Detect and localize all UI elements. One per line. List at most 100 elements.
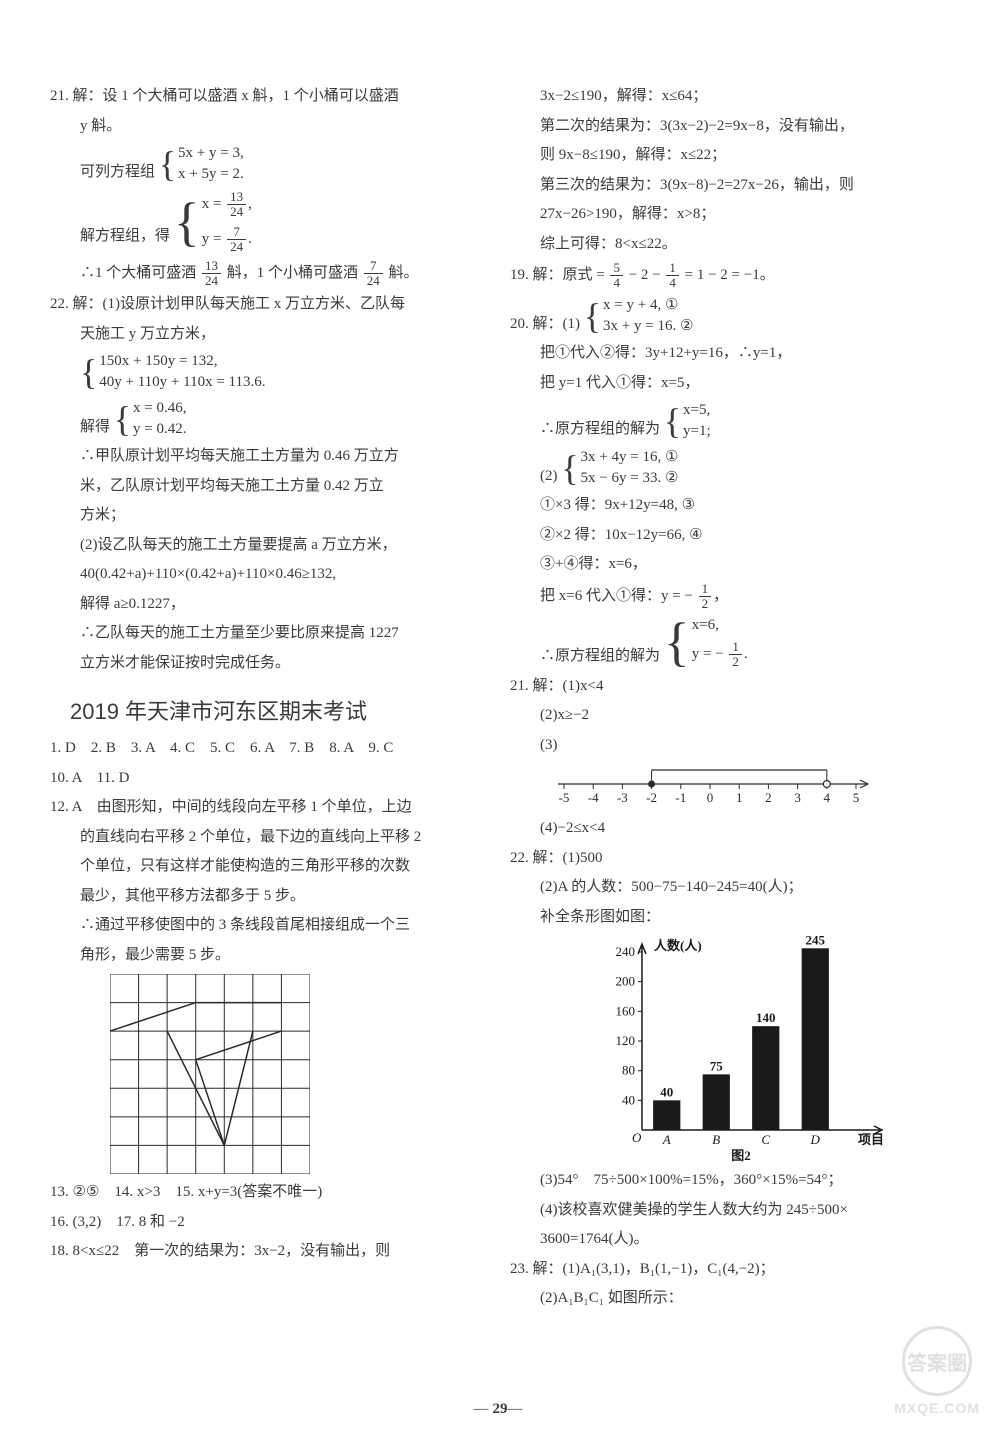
svg-text:160: 160 xyxy=(616,1004,636,1019)
text-line: 天施工 y 万立方米， xyxy=(50,322,490,348)
text-line: 综上可得：8<x≤22。 xyxy=(510,232,950,258)
text-line: 立方米才能保证按时完成任务。 xyxy=(50,651,490,677)
equation-line: ∴原方程组的解为 { x=5, y=1; xyxy=(510,400,950,443)
brace-icon: { xyxy=(80,363,97,381)
two-column-layout: 21. 解：设 1 个大桶可以盛酒 x 斛，1 个小桶可以盛酒 y 斛。 可列方… xyxy=(50,80,950,1316)
text-line: 3x−2≤190，解得：x≤64； xyxy=(510,84,950,110)
svg-text:-5: -5 xyxy=(559,790,570,805)
svg-text:140: 140 xyxy=(756,1010,776,1025)
svg-text:240: 240 xyxy=(616,944,636,959)
brace-icon: { xyxy=(584,307,601,325)
eq: x=6, xyxy=(692,615,748,636)
svg-text:40: 40 xyxy=(622,1093,635,1108)
text-line: ∴甲队原计划平均每天施工土方量为 0.46 万立方 xyxy=(50,444,490,470)
bar-chart-figure: 4080120160200240O40A75B140C245D人数(人)项目图2 xyxy=(600,934,950,1164)
number-line-figure: -5-4-3-2-1012345 xyxy=(550,762,950,812)
brace-icon: { xyxy=(664,629,690,656)
text-line: 21. 解：(1)x<4 xyxy=(510,674,950,700)
watermark-url: MXQE.COM xyxy=(894,1400,980,1416)
svg-text:O: O xyxy=(632,1130,642,1145)
equation-line: { 150x + 150y = 132, 40y + 110y + 110x =… xyxy=(50,351,490,394)
eq: x=5, xyxy=(683,400,711,421)
svg-text:75: 75 xyxy=(710,1059,724,1074)
svg-text:D: D xyxy=(810,1132,821,1147)
eq: x + 5y = 2. xyxy=(178,164,244,185)
eq: y=1; xyxy=(683,421,711,442)
svg-text:1: 1 xyxy=(736,790,743,805)
text-line: ②×2 得：10x−12y=66, ④ xyxy=(510,523,950,549)
equation-line: 19. 解：原式 = 54 − 2 − 14 = 1 − 2 = −1。 xyxy=(510,261,950,291)
svg-text:C: C xyxy=(761,1132,770,1147)
eq: x = y + 4, ① xyxy=(603,295,693,316)
text-line: (2)A 的人数：500−75−140−245=40(人)； xyxy=(510,875,950,901)
text-line: 27x−26>190，解得：x>8； xyxy=(510,202,950,228)
text-line: (4)−2≤x<4 xyxy=(510,816,950,842)
right-column: 3x−2≤190，解得：x≤64； 第二次的结果为：3(3x−2)−2=9x−8… xyxy=(510,80,950,1316)
text-line: 米，乙队原计划平均每天施工土方量 0.42 万立 xyxy=(50,474,490,500)
eq: y = 0.42. xyxy=(133,419,186,440)
text-line: 第三次的结果为：3(9x−8)−2=27x−26，输出，则 xyxy=(510,173,950,199)
svg-text:5: 5 xyxy=(853,790,860,805)
svg-text:2: 2 xyxy=(765,790,772,805)
text-line: ①×3 得：9x+12y=48, ③ xyxy=(510,493,950,519)
text-line: ∴乙队每天的施工土方量至少要比原来提高 1227 xyxy=(50,621,490,647)
text-line: (2)A₁B₁C₁ 如图所示： xyxy=(510,1286,950,1312)
brace-icon: { xyxy=(664,412,681,430)
page-number: —29— xyxy=(0,1401,1000,1418)
svg-text:人数(人): 人数(人) xyxy=(654,938,702,953)
section-title: 2019 年天津市河东区期末考试 xyxy=(70,694,490,726)
eq: 3x + y = 16. ② xyxy=(603,316,693,337)
text: 解方程组，得 xyxy=(80,228,170,244)
text-line: 的直线向右平移 2 个单位，最下边的直线向上平移 2 xyxy=(50,825,490,851)
eq: 3x + 4y = 16, ① xyxy=(581,447,679,468)
eq: 5x + y = 3, xyxy=(178,143,244,164)
text-line: ∴通过平移使图中的 3 条线段首尾相接组成一个三 xyxy=(50,913,490,939)
text-line: 22. 解：(1)设原计划甲队每天施工 x 万立方米、乙队每 xyxy=(50,292,490,318)
text-line: (4)该校喜欢健美操的学生人数大约为 245÷500× xyxy=(510,1198,950,1224)
eq: y = 724. xyxy=(202,225,252,255)
text-line: ∴1 个大桶可盛酒 1324 斛，1 个小桶可盛酒 724 斛。 xyxy=(50,259,490,289)
eq: y = − 12. xyxy=(692,640,748,670)
text-line: (2)x≥−2 xyxy=(510,703,950,729)
text-line: 把①代入②得：3y+12+y=16，∴y=1， xyxy=(510,341,950,367)
eq: 150x + 150y = 132, xyxy=(99,351,265,372)
equation-line: 可列方程组 { 5x + y = 3, x + 5y = 2. xyxy=(50,143,490,186)
text-line: 方米； xyxy=(50,503,490,529)
brace-icon: { xyxy=(114,410,131,428)
text: 解得 xyxy=(80,419,110,435)
svg-text:-1: -1 xyxy=(675,790,686,805)
eq: x = 0.46, xyxy=(133,398,186,419)
text-line: 最少，其他平移方法都多于 5 步。 xyxy=(50,884,490,910)
equation-line: (2) { 3x + 4y = 16, ① 5x − 6y = 33. ② xyxy=(510,447,950,490)
text-line: 个单位，只有这样才能使构造的三角形平移的次数 xyxy=(50,854,490,880)
equation-line: 把 x=6 代入①得：y = − 12， xyxy=(510,582,950,612)
eq: 5x − 6y = 33. ② xyxy=(581,468,679,489)
text-line: 把 y=1 代入①得：x=5， xyxy=(510,371,950,397)
svg-text:40: 40 xyxy=(660,1085,673,1100)
text-line: 13. ②⑤ 14. x>3 15. x+y=3(答案不唯一) xyxy=(50,1180,490,1206)
svg-text:80: 80 xyxy=(622,1063,635,1078)
grid-figure xyxy=(110,974,490,1174)
text-line: 1. D 2. B 3. A 4. C 5. C 6. A 7. B 8. A … xyxy=(50,736,490,762)
text-line: (3) xyxy=(510,733,950,759)
svg-text:200: 200 xyxy=(616,974,636,989)
svg-text:图2: 图2 xyxy=(731,1148,751,1163)
brace-icon: { xyxy=(174,209,200,236)
text-line: (3)54° 75÷500×100%=15%，360°×15%=54°； xyxy=(510,1168,950,1194)
watermark: 答案圈 MXQE.COM xyxy=(894,1326,980,1416)
equation-line: ∴原方程组的解为 { x=6, y = − 12. xyxy=(510,615,950,670)
text-line: 解得 a≥0.1227， xyxy=(50,592,490,618)
eq: 40y + 110y + 110x = 113.6. xyxy=(99,372,265,393)
equation-line: 解方程组，得 { x = 1324, y = 724. xyxy=(50,190,490,255)
text-line: 角形，最少需要 5 步。 xyxy=(50,943,490,969)
text-line: 18. 8<x≤22 第一次的结果为：3x−2，没有输出，则 xyxy=(50,1239,490,1265)
text-line: y 斛。 xyxy=(50,114,490,140)
text-line: 10. A 11. D xyxy=(50,766,490,792)
text-line: (2)设乙队每天的施工土方量要提高 a 万立方米， xyxy=(50,533,490,559)
eq: x = 1324, xyxy=(202,190,252,220)
left-column: 21. 解：设 1 个大桶可以盛酒 x 斛，1 个小桶可以盛酒 y 斛。 可列方… xyxy=(50,80,490,1316)
svg-text:3: 3 xyxy=(794,790,801,805)
text-line: 16. (3,2) 17. 8 和 −2 xyxy=(50,1210,490,1236)
equation-line: 20. 解：(1) { x = y + 4, ① 3x + y = 16. ② xyxy=(510,295,950,338)
svg-text:项目: 项目 xyxy=(858,1132,884,1147)
